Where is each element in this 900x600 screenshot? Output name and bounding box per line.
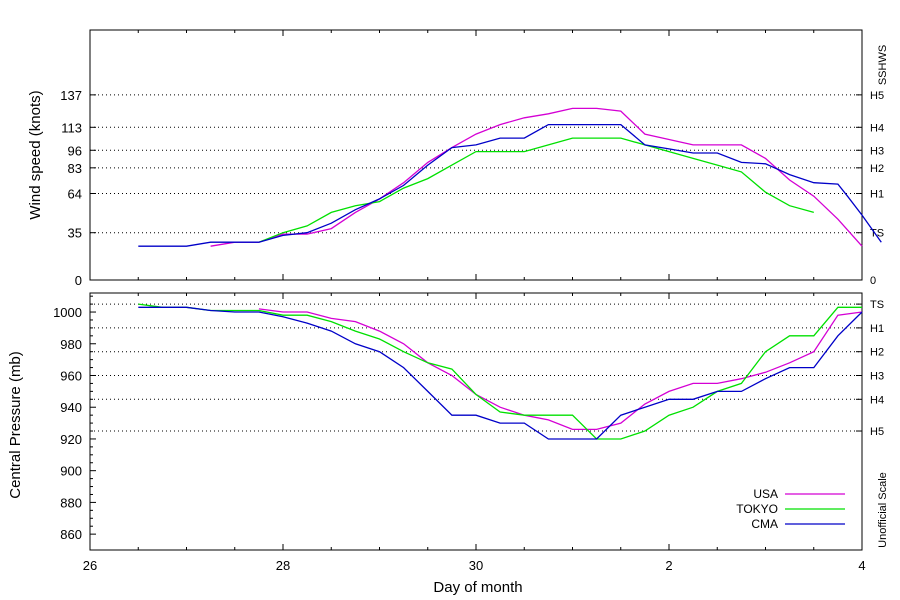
series-line-usa [210, 107, 863, 247]
unofficial-scale-right-labels: TS H1 H2 H3 H4 H5 [856, 299, 884, 438]
pressure-gridlines [90, 303, 862, 432]
x-tick-label: 26 [83, 558, 97, 573]
category-label: 0 [870, 275, 876, 287]
series-line-tokyo [138, 303, 862, 440]
x-axis-ticks: 26 28 30 2 4 [83, 30, 866, 573]
y-tick-label: 880 [60, 495, 82, 510]
wind-y-ticks: 0 35 64 83 96 113 137 [60, 88, 96, 288]
x-tick-label: 4 [858, 558, 865, 573]
series-line-cma [138, 123, 882, 247]
category-label: H4 [870, 394, 884, 406]
series-line-tokyo [258, 137, 814, 243]
category-label: H3 [870, 145, 884, 157]
category-label: H4 [870, 122, 884, 134]
wind-gridlines [90, 94, 862, 234]
x-tick-label: 28 [276, 558, 290, 573]
y-tick-label: 900 [60, 464, 82, 479]
y-tick-label: 83 [68, 161, 82, 176]
legend-label-usa: USA [753, 487, 778, 501]
pressure-y-ticks: 860 880 900 920 940 960 980 1000 [53, 295, 96, 542]
legend-label-cma: CMA [751, 517, 778, 531]
category-label: H2 [870, 347, 884, 359]
category-label: TS [870, 299, 884, 311]
wind-y-axis-label: Wind speed (knots) [27, 90, 44, 219]
y-tick-label: 96 [68, 143, 82, 158]
y-tick-label: 860 [60, 527, 82, 542]
unofficial-scale-axis-title: Unofficial Scale [877, 472, 889, 548]
category-label: H5 [870, 90, 884, 102]
category-label: H2 [870, 163, 884, 175]
y-tick-label: 64 [68, 187, 82, 202]
series-line-usa [258, 308, 863, 431]
sshws-axis-title: SSHWS [877, 45, 889, 85]
pressure-series-lines [138, 303, 863, 440]
pressure-y-axis-label: Central Pressure (mb) [7, 351, 24, 499]
y-tick-label: 0 [75, 273, 82, 288]
category-label: H1 [870, 323, 884, 335]
x-tick-label: 30 [469, 558, 483, 573]
y-tick-label: 960 [60, 368, 82, 383]
category-label: H3 [870, 370, 884, 382]
y-tick-label: 1000 [53, 305, 82, 320]
y-tick-label: 940 [60, 400, 82, 415]
series-line-cma [138, 306, 863, 440]
wind-series-lines [138, 107, 882, 247]
y-tick-label: 920 [60, 432, 82, 447]
x-axis-label: Day of month [433, 579, 522, 596]
y-tick-label: 113 [61, 120, 82, 135]
category-label: H5 [870, 426, 884, 438]
x-tick-label: 2 [665, 558, 672, 573]
y-tick-label: 35 [68, 226, 82, 241]
category-label: H1 [870, 189, 884, 201]
y-tick-label: 980 [60, 337, 82, 352]
legend-label-tokyo: TOKYO [736, 502, 778, 516]
y-tick-label: 137 [60, 88, 82, 103]
